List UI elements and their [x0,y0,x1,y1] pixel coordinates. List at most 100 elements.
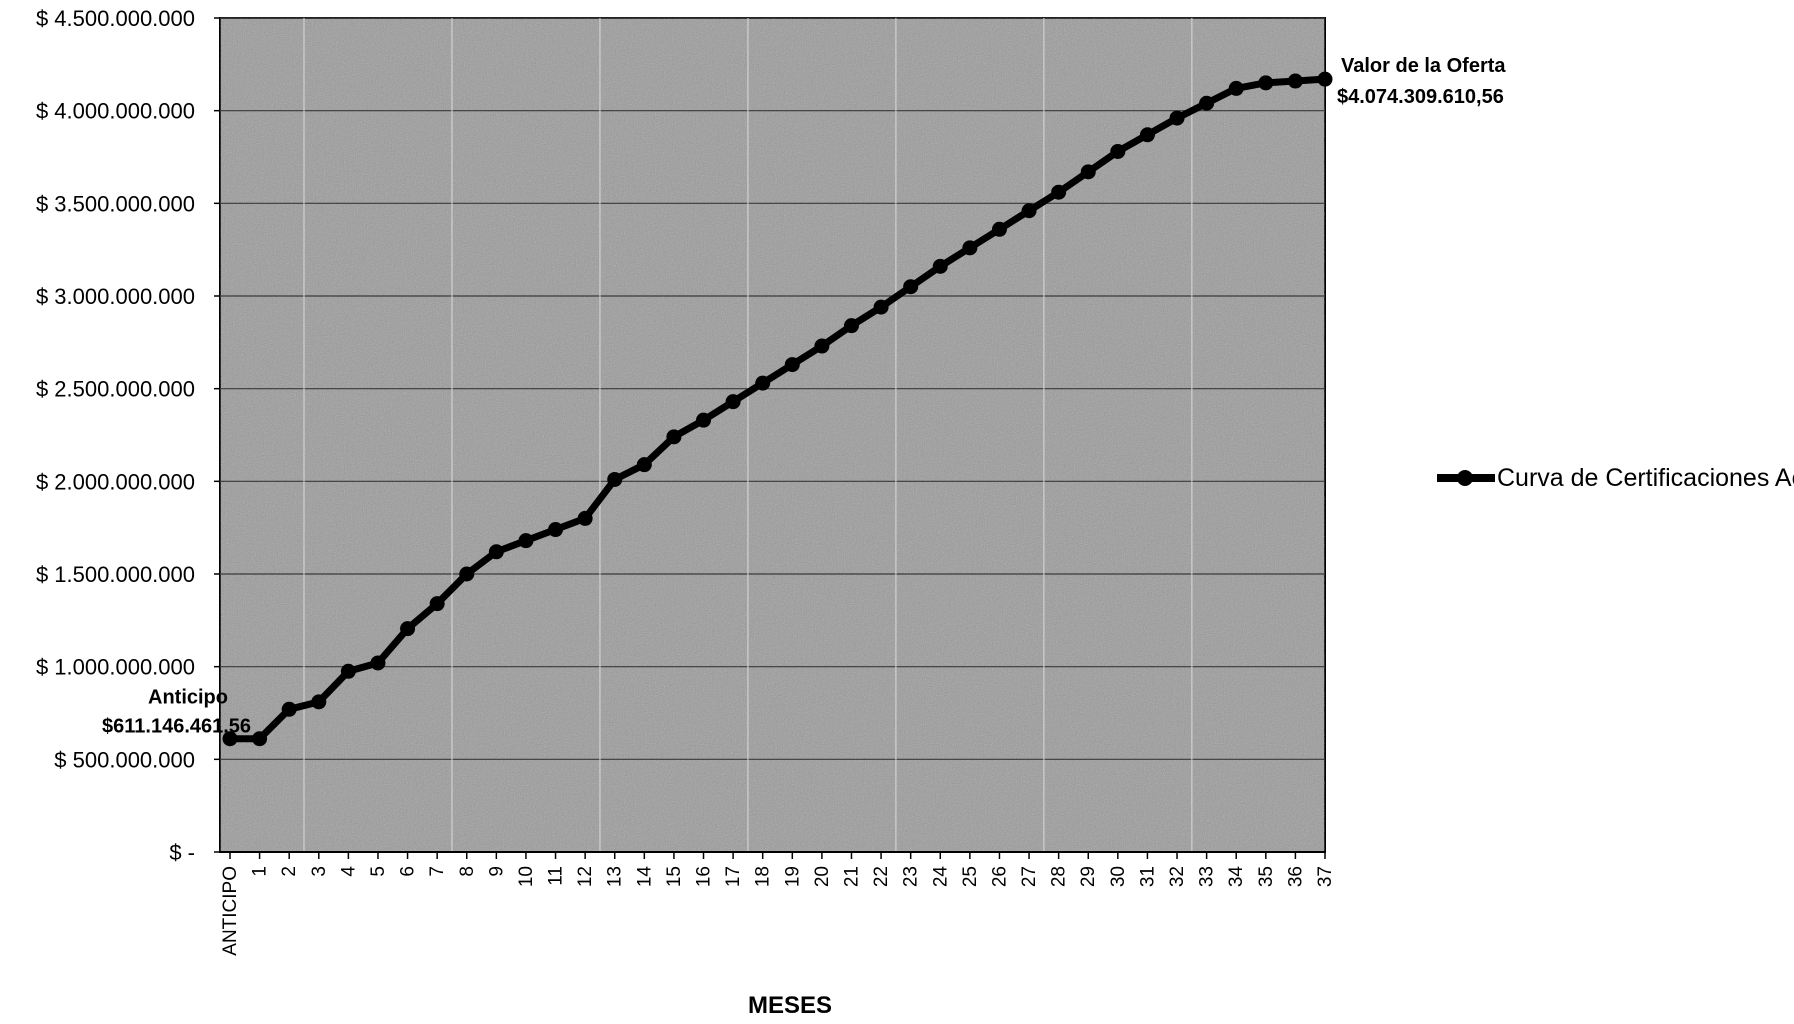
data-point [784,357,800,373]
x-tick-label: 6 [398,866,419,877]
x-tick-label: 35 [1256,866,1277,887]
plot-area [219,17,1326,853]
data-point [1110,143,1126,159]
x-tick-label: 34 [1226,866,1247,888]
data-point [488,544,504,560]
y-axis-ticks: $ - $ 500.000.000 $ 1.000.000.000 $ 1.500.0… [36,6,220,865]
data-point [1199,95,1215,111]
x-tick-label: 12 [575,866,596,887]
x-tick-label: 18 [753,866,774,887]
data-point [1021,203,1037,219]
x-tick-label: 22 [871,866,892,887]
series-group [222,71,1333,747]
x-tick-label: 17 [723,866,744,887]
x-tick-label: 4 [338,866,359,877]
data-point [1317,71,1333,87]
data-point [577,510,593,526]
data-point [1228,80,1244,96]
x-tick-label: 37 [1315,866,1336,887]
x-tick-label: 24 [930,866,951,888]
y-tick-label: $ - [169,840,195,865]
annotation-oferta-value: $4.074.309.610,56 [1337,86,1504,108]
data-point [340,663,356,679]
y-tick-label: $ 4.000.000.000 [36,99,195,124]
x-tick-label: 10 [516,866,537,887]
x-tick-label: 15 [664,866,685,887]
x-axis-title: MESES [748,992,832,1019]
legend-series-name: Curva de Certificaciones Acumulada [1497,464,1794,492]
x-tick-label: 1 [250,866,271,877]
data-point [252,731,268,747]
data-point [1258,75,1274,91]
data-point [903,279,919,295]
data-point [636,457,652,473]
x-tick-label: 21 [841,866,862,887]
data-point [1287,73,1303,89]
x-tick-label: 9 [486,866,507,877]
x-tick-label: 2 [279,866,300,877]
data-point [696,412,712,428]
y-tick-label: $ 1.500.000.000 [36,562,195,587]
x-tick-label: 33 [1197,866,1218,887]
x-tick-label: ANTICIPO [220,866,241,956]
x-tick-label: 29 [1078,866,1099,887]
data-point [873,299,889,315]
x-tick-label: 26 [989,866,1010,887]
x-tick-label: 3 [309,866,330,877]
data-point [429,596,445,612]
data-point [666,429,682,445]
x-tick-label: 5 [368,866,389,877]
x-tick-label: 20 [812,866,833,887]
x-tick-label: 19 [782,866,803,887]
data-point [991,221,1007,237]
data-point [1139,127,1155,143]
data-point [755,375,771,391]
x-tick-label: 7 [427,866,448,877]
annotation-anticipo-title: Anticipo [148,687,228,709]
data-point [725,394,741,410]
y-tick-label: $ 3.500.000.000 [36,191,195,216]
data-point [400,621,416,637]
data-point [1080,164,1096,180]
data-point [518,533,534,549]
x-tick-label: 8 [457,866,478,877]
data-point [607,471,623,487]
x-tick-label: 23 [901,866,922,887]
y-tick-label: $ 1.000.000.000 [36,655,195,680]
y-tick-label: $ 2.000.000.000 [36,469,195,494]
data-point [843,318,859,334]
data-point [1169,110,1185,126]
data-point [962,240,978,256]
y-tick-label: $ 3.000.000.000 [36,284,195,309]
x-tick-label: 36 [1285,866,1306,887]
data-point [459,566,475,582]
y-tick-label: $ 500.000.000 [54,747,195,772]
annotation-oferta-title: Valor de la Oferta [1341,55,1506,77]
x-tick-label: 25 [960,866,981,887]
legend: Curva de Certificaciones Acumulada [1437,464,1794,492]
data-point [548,522,564,538]
data-point [1051,184,1067,200]
data-point [932,258,948,274]
data-point [370,655,386,671]
x-tick-label: 16 [694,866,715,887]
legend-marker-swatch [1457,470,1473,486]
x-tick-label: 32 [1167,866,1188,887]
x-tick-label: 14 [634,866,655,888]
x-tick-label: 30 [1108,866,1129,887]
y-tick-label: $ 2.500.000.000 [36,377,195,402]
plot-texture [220,18,1325,852]
annotation-anticipo-value: $611.146.461,56 [102,716,251,738]
x-tick-label: 11 [546,866,567,886]
x-tick-label: 31 [1137,866,1158,887]
data-point [222,731,238,747]
data-point [281,701,297,717]
x-tick-label: 27 [1019,866,1040,887]
data-point [311,694,327,710]
y-tick-label: $ 4.500.000.000 [36,6,195,31]
x-tick-label: 28 [1049,866,1070,887]
x-axis-ticks: ANTICIPO 1 2 3 4 5 6 7 8 9 10 11 12 13 14 15 16 17 18 19 20 2… [220,851,1336,956]
x-tick-label: 13 [605,866,626,887]
data-point [814,338,830,354]
